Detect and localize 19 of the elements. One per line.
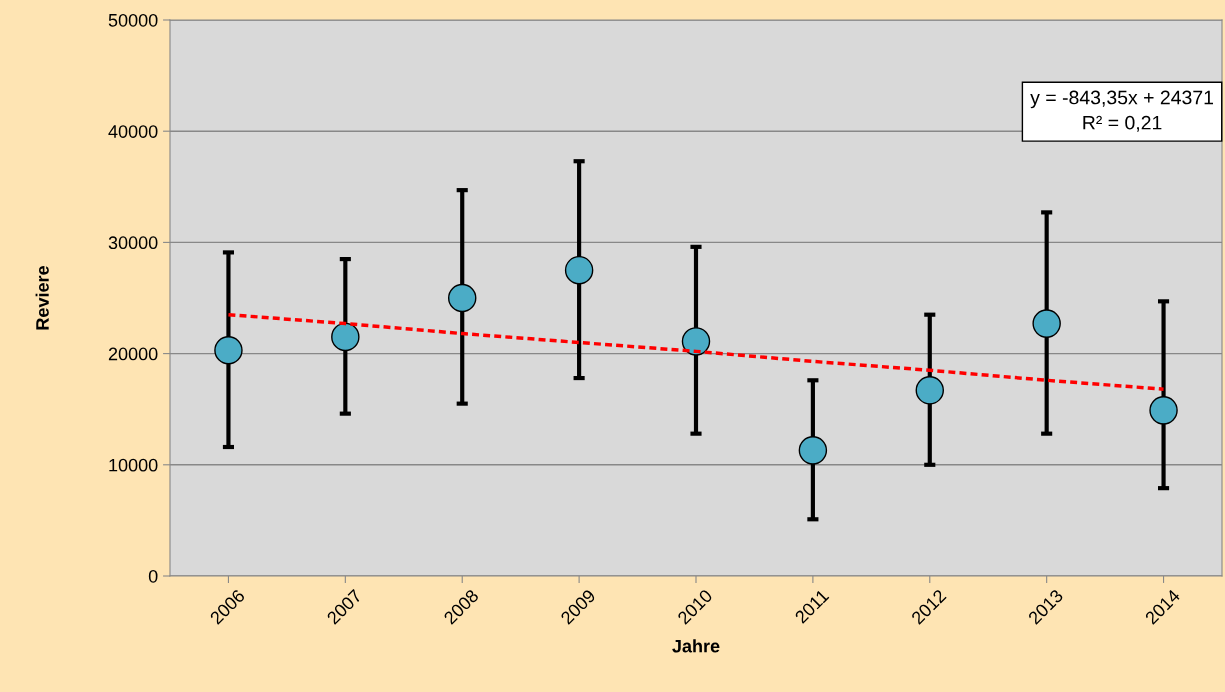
y-tick-label: 40000 [108, 125, 158, 138]
point [331, 322, 360, 352]
annotation: y = -843,35x + 24371 R² = 0,21 [1030, 90, 1214, 132]
point [564, 255, 594, 285]
y-tick-label: 20000 [108, 347, 158, 361]
y-tick-label: 30000 [108, 236, 158, 250]
point [214, 336, 243, 365]
y-tick-label: 0 [148, 569, 158, 583]
line-series [226, 312, 1166, 391]
point [1149, 396, 1178, 425]
y-axis-title: Reviere [35, 265, 49, 330]
y-tick-label: 10000 [109, 458, 158, 472]
point [1032, 309, 1061, 338]
y-tick-label: 50000 [108, 13, 158, 27]
point [681, 327, 711, 356]
point [798, 436, 828, 465]
point [447, 283, 477, 313]
point [915, 376, 945, 405]
x-axis-title: Jahre [672, 639, 720, 653]
